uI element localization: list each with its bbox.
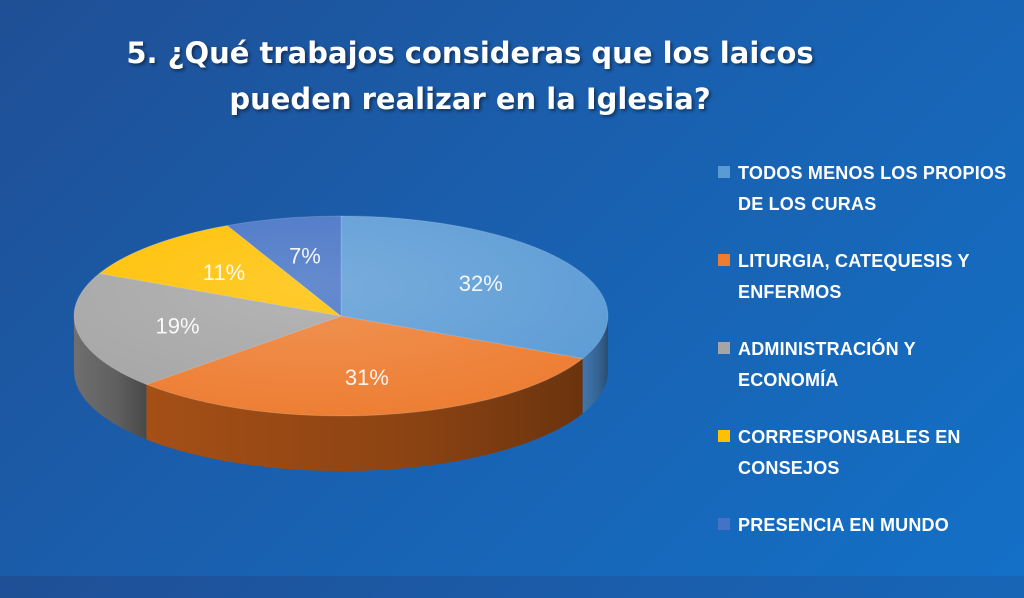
pie-slice-side-shade-3 — [73, 316, 147, 440]
pie-data-label-4: 11% — [203, 260, 245, 285]
legend-label-3: ADMINISTRACIÓN Y ECONOMÍA — [738, 339, 916, 390]
pie-chart: 32% 31% 19% 11% 7% — [73, 215, 609, 472]
pie-slice-side-shade-1 — [582, 316, 608, 414]
legend-swatch-1 — [718, 166, 730, 178]
pie-top-shine — [74, 216, 608, 416]
legend-swatch-2 — [718, 254, 730, 266]
chart-title-line-1: 5. ¿Qué trabajos consideras que los laic… — [126, 36, 814, 70]
legend-item-4: CORRESPONSABLES EN CONSEJOS — [718, 422, 1018, 510]
legend-item-5: PRESENCIA EN MUNDO — [718, 510, 1018, 598]
legend-item-2: LITURGIA, CATEQUESIS Y ENFERMOS — [718, 246, 1018, 334]
legend-swatch-5 — [718, 518, 730, 530]
chart-legend: TODOS MENOS LOS PROPIOS DE LOS CURAS LITU… — [718, 158, 1018, 598]
legend-swatch-4 — [718, 430, 730, 442]
legend-label-5: PRESENCIA EN MUNDO — [738, 515, 949, 535]
pie-data-label-1: 32% — [459, 271, 503, 296]
pie-data-label-2: 31% — [345, 365, 389, 390]
legend-label-2: LITURGIA, CATEQUESIS Y ENFERMOS — [738, 251, 970, 302]
legend-item-3: ADMINISTRACIÓN Y ECONOMÍA — [718, 334, 1018, 422]
pie-slice-side-shade-2 — [146, 358, 583, 472]
legend-label-1: TODOS MENOS LOS PROPIOS DE LOS CURAS — [738, 163, 1007, 214]
pie-data-label-3: 19% — [155, 314, 199, 339]
chart-title-line-2: pueden realizar en la Iglesia? — [229, 82, 711, 116]
pie-data-label-5: 7% — [289, 243, 321, 268]
legend-label-4: CORRESPONSABLES EN CONSEJOS — [738, 427, 961, 478]
legend-swatch-3 — [718, 342, 730, 354]
chart-title: 5. ¿Qué trabajos consideras que los laic… — [60, 30, 880, 122]
legend-item-1: TODOS MENOS LOS PROPIOS DE LOS CURAS — [718, 158, 1018, 246]
